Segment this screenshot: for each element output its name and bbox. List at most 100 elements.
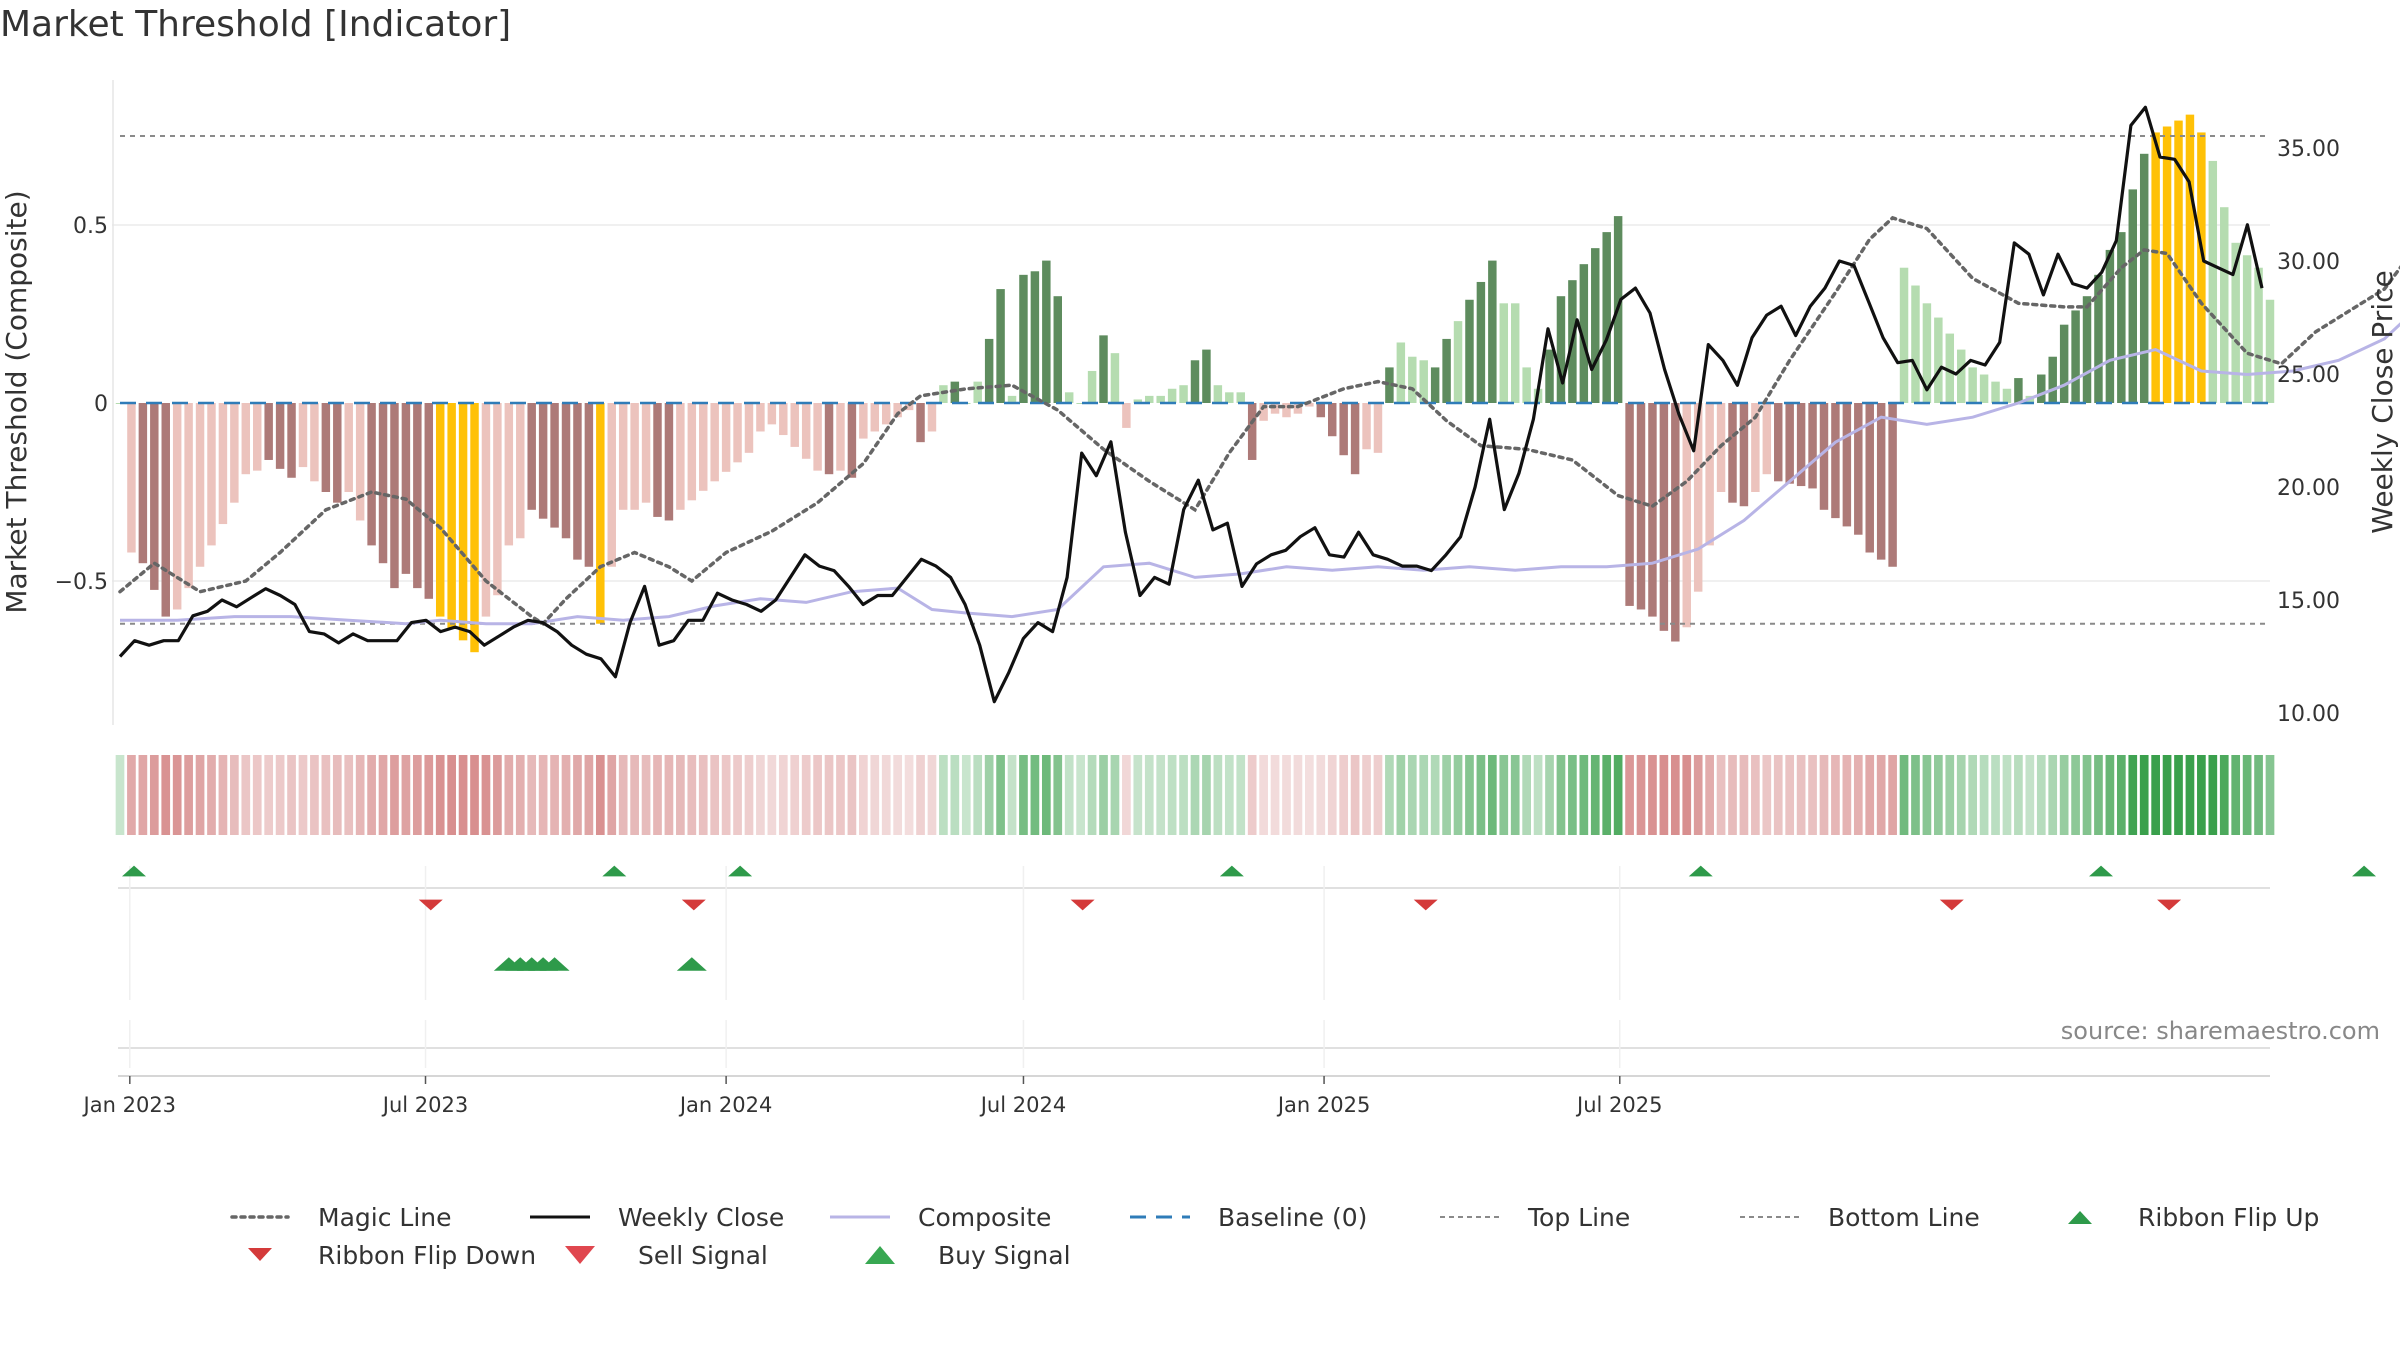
ribbon-flip-up-marker <box>2352 865 2377 877</box>
composite-bar <box>927 403 937 432</box>
ribbon-segment <box>1202 755 1211 835</box>
ribbon-flip-down-marker <box>681 899 706 911</box>
ribbon-segment <box>664 755 674 835</box>
composite-bar <box>813 403 822 471</box>
ribbon-segment <box>1122 755 1131 835</box>
x-tick-label: Jan 2025 <box>1276 1093 1371 1117</box>
ribbon-segment <box>1099 755 1108 835</box>
composite-bar <box>584 403 594 567</box>
ribbon-segment <box>2128 755 2138 835</box>
x-tick-label: Jan 2023 <box>82 1093 177 1117</box>
ribbon-segment <box>550 755 559 835</box>
lavender-line-icon <box>830 1211 904 1223</box>
composite-bar <box>1991 381 2000 403</box>
ribbon-segment <box>344 755 354 835</box>
composite-bar <box>973 381 982 403</box>
ribbon-segment <box>287 755 296 835</box>
ribbon-segment <box>127 755 136 835</box>
y2-tick-label: 25.00 <box>2277 363 2340 388</box>
composite-bar <box>1042 260 1051 403</box>
composite-bar <box>847 403 857 478</box>
composite-bar <box>207 403 216 546</box>
ribbon-segment <box>1831 755 1840 835</box>
ribbon-segment <box>184 755 193 835</box>
ribbon-segment <box>1648 755 1657 835</box>
composite-bar <box>1442 338 1451 403</box>
legend-label: Magic Line <box>318 1202 452 1232</box>
composite-bar <box>561 403 571 539</box>
composite-bar <box>1831 403 1840 519</box>
composite-bar <box>733 403 742 463</box>
composite-bar <box>1007 395 1017 403</box>
ribbon-segment <box>1796 755 1806 835</box>
ribbon-segment <box>2242 755 2252 835</box>
composite-bar <box>1270 403 1280 414</box>
ribbon-segment <box>493 755 502 835</box>
composite-bar <box>1556 296 1566 403</box>
ribbon-segment <box>1922 755 1932 835</box>
ribbon-segment <box>1819 755 1829 835</box>
ribbon-flip-down-marker <box>1070 899 1095 911</box>
composite-bar <box>618 403 628 510</box>
ribbon-segment <box>2208 755 2218 835</box>
legend-label: Weekly Close <box>618 1202 785 1232</box>
ribbon-segment <box>653 755 662 835</box>
composite-bar <box>2185 114 2195 403</box>
y-tick-label: 0.5 <box>73 214 108 239</box>
composite-bar <box>1682 403 1691 628</box>
composite-bar <box>264 403 273 460</box>
ribbon-flip-up-marker <box>1688 865 1713 877</box>
dotted-line-icon <box>230 1211 304 1223</box>
composite-line <box>120 322 2400 626</box>
composite-bar <box>413 403 422 589</box>
ribbon-segment <box>733 755 742 835</box>
legend-item: Bottom Line <box>1740 1200 1980 1234</box>
y2-tick-label: 35.00 <box>2277 137 2340 162</box>
ribbon-segment <box>1590 755 1600 835</box>
ribbon-segment <box>847 755 857 835</box>
ribbon-segment <box>1979 755 1989 835</box>
composite-bar <box>1888 403 1897 567</box>
ribbon-segment <box>435 755 445 835</box>
ribbon-segment <box>2254 755 2263 835</box>
composite-bar <box>767 403 777 425</box>
ribbon-segment <box>767 755 777 835</box>
composite-bar <box>378 403 388 564</box>
ribbon-segment <box>275 755 285 835</box>
composite-bars <box>115 114 2275 653</box>
ribbon-segment <box>1773 755 1783 835</box>
ribbon-segment <box>1739 755 1749 835</box>
composite-bar <box>195 403 205 567</box>
composite-bar <box>1190 360 1200 403</box>
ribbon-segment <box>1453 755 1463 835</box>
ribbon-segment <box>1419 755 1429 835</box>
ribbon-segment <box>1888 755 1897 835</box>
ribbon-segment <box>1144 755 1154 835</box>
ribbon-segment <box>1842 755 1852 835</box>
ribbon-segment <box>916 755 925 835</box>
ribbon-segment <box>1510 755 1520 835</box>
composite-bar <box>676 403 685 510</box>
composite-bar <box>1236 392 1245 403</box>
composite-bar <box>481 403 491 617</box>
composite-bar <box>1968 367 1977 403</box>
composite-bar <box>1671 403 1680 642</box>
ribbon-segment <box>367 755 376 835</box>
ribbon-segment <box>538 755 548 835</box>
composite-bar <box>2242 255 2252 403</box>
composite-bar <box>1979 374 1989 403</box>
buy-signal-marker <box>676 957 707 971</box>
composite-bar <box>630 403 639 510</box>
ribbon-segment <box>870 755 880 835</box>
ribbon-segment <box>904 755 914 835</box>
ribbon-segment <box>1087 755 1097 835</box>
axes: 0.5 0 −0.5 35.00 30.00 25.00 20.00 15.00 10.00 Ja… <box>55 137 2340 1117</box>
composite-bar <box>1602 232 1611 403</box>
signal-markers <box>122 865 2377 971</box>
ribbon-segment <box>1568 755 1577 835</box>
legend-item: Composite <box>830 1200 1051 1234</box>
composite-bar <box>1408 356 1417 403</box>
composite-bar <box>653 403 662 517</box>
ribbon-segment <box>1385 755 1394 835</box>
ribbon-segment <box>595 755 605 835</box>
